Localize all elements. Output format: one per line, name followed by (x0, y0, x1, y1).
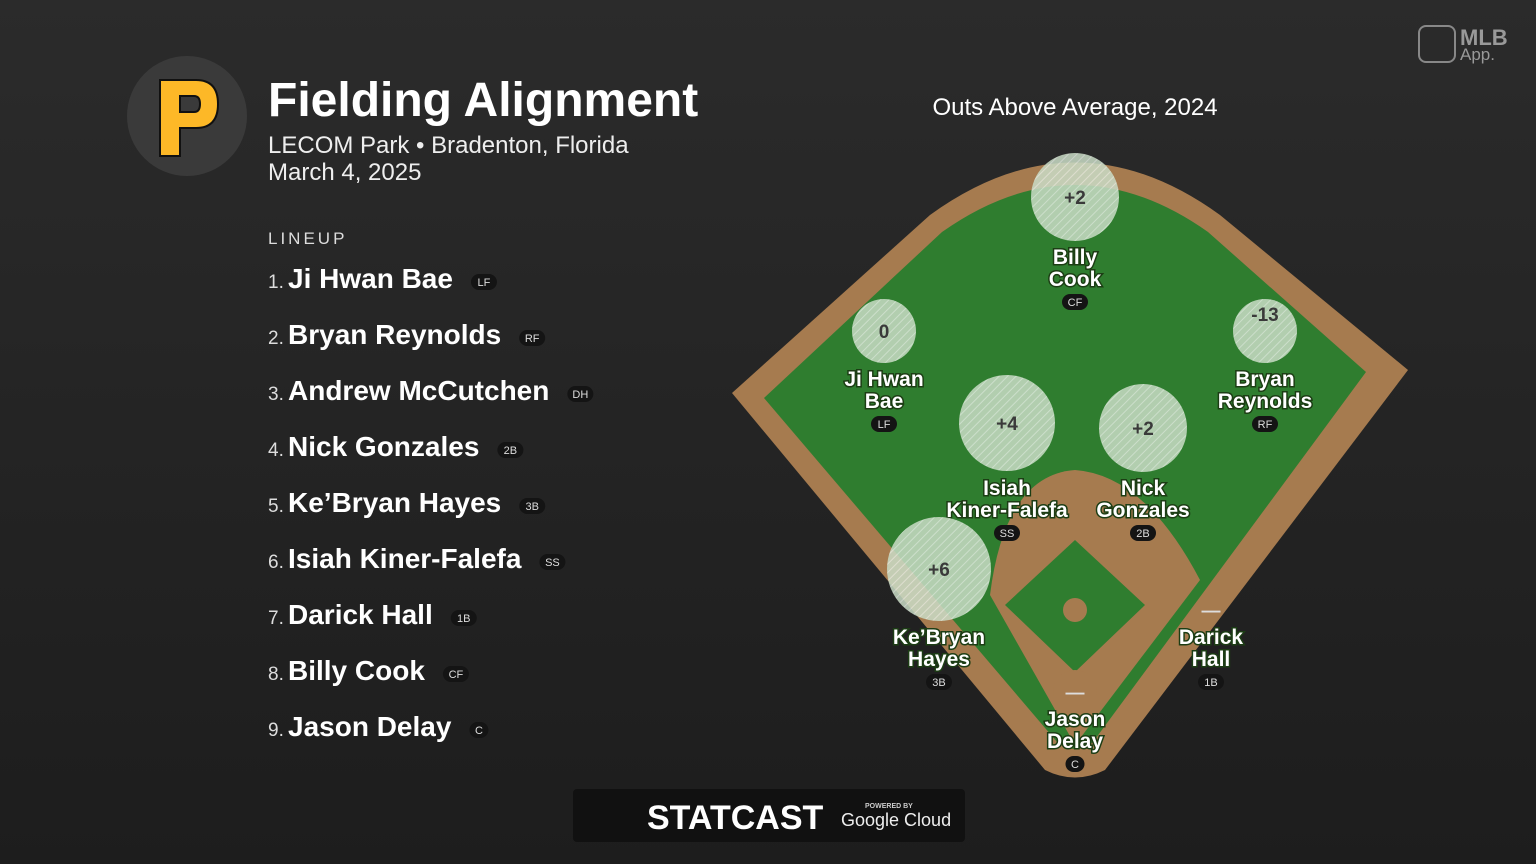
position-badge (1252, 416, 1278, 432)
player-name: Gonzales (1096, 499, 1189, 522)
player-name: Ke’Bryan (893, 626, 985, 649)
oaa-value: +2 (1064, 188, 1086, 209)
position-label: C (1071, 759, 1079, 771)
lineup-order: 6. (268, 552, 284, 573)
position-label: RF (525, 333, 540, 345)
player-name: Isiah (983, 477, 1031, 500)
lineup-name: Jason Delay (288, 711, 452, 742)
position-label: CF (449, 669, 464, 681)
lineup-order: 2. (268, 328, 284, 349)
field-title: Outs Above Average, 2024 (932, 94, 1217, 121)
position-badge (497, 442, 524, 458)
position-label: DH (572, 389, 588, 401)
oaa-value: +2 (1132, 419, 1154, 440)
lineup-order: 8. (268, 664, 284, 685)
oaa-value: — (1066, 683, 1085, 704)
statcast: STATCAST (647, 799, 824, 837)
position-label: C (475, 725, 483, 737)
date: March 4, 2025 (268, 159, 421, 186)
position-label: CF (1068, 297, 1083, 309)
lineup-order: 3. (268, 384, 284, 405)
brand-app: App. (1460, 45, 1495, 64)
player-name: Ji Hwan (844, 368, 923, 391)
cloud: Google Cloud (841, 810, 951, 830)
brand-icon (1418, 25, 1456, 63)
position-label: 1B (457, 613, 470, 625)
position-label: SS (1000, 528, 1015, 540)
lineup-name: Nick Gonzales (288, 431, 479, 462)
oaa-circle (852, 299, 916, 363)
player-name: Reynolds (1218, 390, 1313, 413)
lineup-order: 7. (268, 608, 284, 629)
brand-mlb: MLB (1460, 25, 1508, 50)
mound (1063, 598, 1087, 622)
position-badge (1130, 525, 1156, 541)
logo-letter (159, 79, 220, 157)
oaa-circle (887, 517, 991, 621)
title: Fielding Alignment (268, 74, 698, 127)
player-name: Bryan (1235, 368, 1295, 391)
lineup-order: 9. (268, 720, 284, 741)
position-label: RF (1258, 419, 1273, 431)
oaa-value: — (1202, 601, 1221, 622)
lineup-order: 1. (268, 272, 284, 293)
powered-by: POWERED BY (865, 803, 913, 810)
lineup-name: Isiah Kiner-Falefa (288, 543, 522, 574)
oaa-value: -13 (1251, 305, 1278, 326)
lineup-name: Andrew McCutchen (288, 375, 549, 406)
lineup-name: Ke’Bryan Hayes (288, 487, 501, 518)
oaa-value: +6 (928, 560, 950, 581)
lineup-heading: LINEUP (268, 229, 347, 248)
player-name: Hall (1192, 648, 1231, 671)
oaa-value: +4 (996, 414, 1018, 435)
lineup-order: 5. (268, 496, 284, 517)
lineup-name: Ji Hwan Bae (288, 263, 453, 294)
position-badge (1065, 756, 1085, 772)
position-badge (567, 386, 594, 402)
player-name: Darick (1179, 626, 1244, 649)
lineup-name: Billy Cook (288, 655, 425, 686)
position-label: LF (478, 277, 491, 289)
player-name: Hayes (908, 648, 970, 671)
player-name: Jason (1045, 708, 1106, 731)
position-badge (994, 525, 1020, 541)
lineup-order: 4. (268, 440, 284, 461)
position-label: 2B (1136, 528, 1149, 540)
position-badge (1062, 294, 1088, 310)
oaa-circle (1031, 153, 1119, 241)
position-badge (926, 674, 952, 690)
player-name: Kiner-Falefa (946, 499, 1068, 522)
position-badge (519, 330, 546, 346)
footer-box (573, 789, 965, 842)
position-badge (470, 274, 497, 290)
position-badge (871, 416, 897, 432)
position-label: 3B (932, 677, 945, 689)
player-name: Billy (1053, 246, 1098, 269)
position-badge (539, 554, 566, 570)
oaa-circle (959, 375, 1055, 471)
position-badge (469, 722, 489, 738)
oaa-circle (1233, 299, 1297, 363)
venue: LECOM Park • Bradenton, Florida (268, 132, 629, 159)
position-label: 2B (504, 445, 517, 457)
position-label: LF (878, 419, 891, 431)
player-name: Nick (1121, 477, 1166, 500)
position-label: SS (545, 557, 560, 569)
position-badge (442, 666, 469, 682)
position-badge (450, 610, 477, 626)
player-name: Delay (1047, 730, 1103, 753)
player-name: Bae (865, 390, 904, 413)
oaa-circle (1099, 384, 1187, 472)
player-name: Cook (1049, 268, 1102, 291)
oaa-value: 0 (879, 322, 890, 343)
lineup-name: Bryan Reynolds (288, 319, 501, 350)
lineup-name: Darick Hall (288, 599, 433, 630)
home-plate-area (1053, 670, 1097, 714)
position-badge (1198, 674, 1224, 690)
position-label: 3B (526, 501, 539, 513)
position-label: 1B (1204, 677, 1217, 689)
position-badge (519, 498, 546, 514)
